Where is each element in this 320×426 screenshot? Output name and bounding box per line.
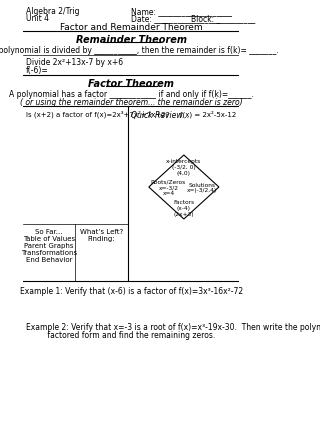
Text: Example 2: Verify that x=-3 is a root of f(x)=x³-19x-30.  Then write the polynom: Example 2: Verify that x=-3 is a root of… — [26, 322, 320, 331]
Text: Block: __________: Block: __________ — [191, 14, 255, 23]
Text: ( or using the remainder theorem... the remainder is zero): ( or using the remainder theorem... the … — [20, 98, 243, 107]
Text: Factor and Remainder Theorem: Factor and Remainder Theorem — [60, 23, 203, 32]
Text: f(x) = 2x²-5x-12: f(x) = 2x²-5x-12 — [180, 111, 236, 118]
Text: Remainder Theorem: Remainder Theorem — [76, 35, 187, 45]
Text: Roots/Zeros
x=-3/2
x=4: Roots/Zeros x=-3/2 x=4 — [151, 179, 186, 196]
Text: So Far...
Table of Values
Parent Graphs
Transformations
End Behavior: So Far... Table of Values Parent Graphs … — [21, 228, 77, 262]
Text: A polynomial has a factor ____________ if and only if f(k)=______.: A polynomial has a factor ____________ i… — [9, 90, 254, 99]
Text: factored form and find the remaining zeros.: factored form and find the remaining zer… — [26, 330, 215, 339]
Text: Algebra 2/Trig: Algebra 2/Trig — [26, 7, 80, 16]
Text: Divide 2x²+13x-7 by x+6: Divide 2x²+13x-7 by x+6 — [26, 58, 123, 67]
Text: Unit 4: Unit 4 — [26, 14, 49, 23]
Text: Name: ___________________: Name: ___________________ — [131, 7, 232, 16]
Text: Date: _________________: Date: _________________ — [131, 14, 220, 23]
Text: What’s Left?
Finding:: What’s Left? Finding: — [80, 228, 123, 242]
Text: If a polynomial is divided by ___________, then the remainder is f(k)= _______.: If a polynomial is divided by __________… — [0, 46, 279, 55]
Text: Factors
(x-4)
(2x+3): Factors (x-4) (2x+3) — [173, 200, 195, 216]
Text: Factor Theorem: Factor Theorem — [88, 79, 174, 89]
Text: Solutions
x=(-3/2,4): Solutions x=(-3/2,4) — [187, 182, 217, 193]
Text: Example 1: Verify that (x-6) is a factor of f(x)=3x³-16x²-72: Example 1: Verify that (x-6) is a factor… — [20, 286, 243, 295]
Text: f(-6)=: f(-6)= — [26, 66, 49, 75]
Text: x-intercepts
(-3/2, 0)
(4,0): x-intercepts (-3/2, 0) (4,0) — [166, 158, 202, 175]
Text: Is (x+2) a factor of f(x)=2x³+7x²+7x+2?: Is (x+2) a factor of f(x)=2x³+7x²+7x+2? — [26, 111, 170, 118]
Text: Quick Review...: Quick Review... — [131, 111, 189, 120]
